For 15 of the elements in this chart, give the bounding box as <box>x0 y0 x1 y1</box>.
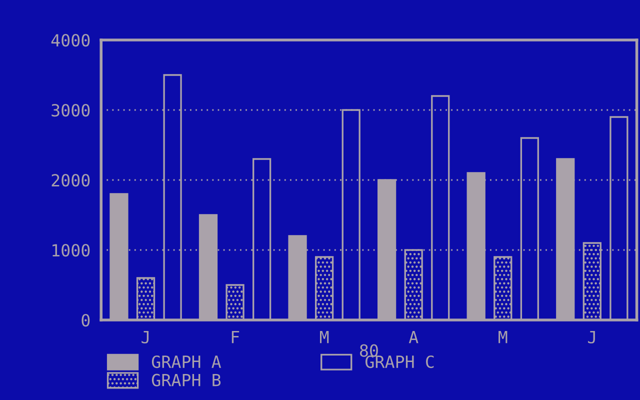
x-tick-label: F <box>232 331 240 344</box>
x-tick-label: A <box>408 331 418 344</box>
legend-label: GRAPH B <box>152 374 221 386</box>
x-tick-label: M <box>320 331 329 344</box>
y-tick-label: 0 <box>82 314 90 327</box>
x-tick-label: J <box>142 331 149 344</box>
y-tick-label: 1000 <box>52 244 90 257</box>
x-tick-label: J <box>588 331 595 344</box>
legend-label: GRAPH A <box>152 355 222 368</box>
x-tick-label: M <box>498 331 508 344</box>
legend-label: GRAPH C <box>366 355 434 368</box>
y-tick-label: 2000 <box>52 174 90 187</box>
y-tick-label: 3000 <box>52 104 90 117</box>
y-tick-label: 4000 <box>51 34 90 47</box>
x-axis-title: 80 <box>360 344 378 357</box>
